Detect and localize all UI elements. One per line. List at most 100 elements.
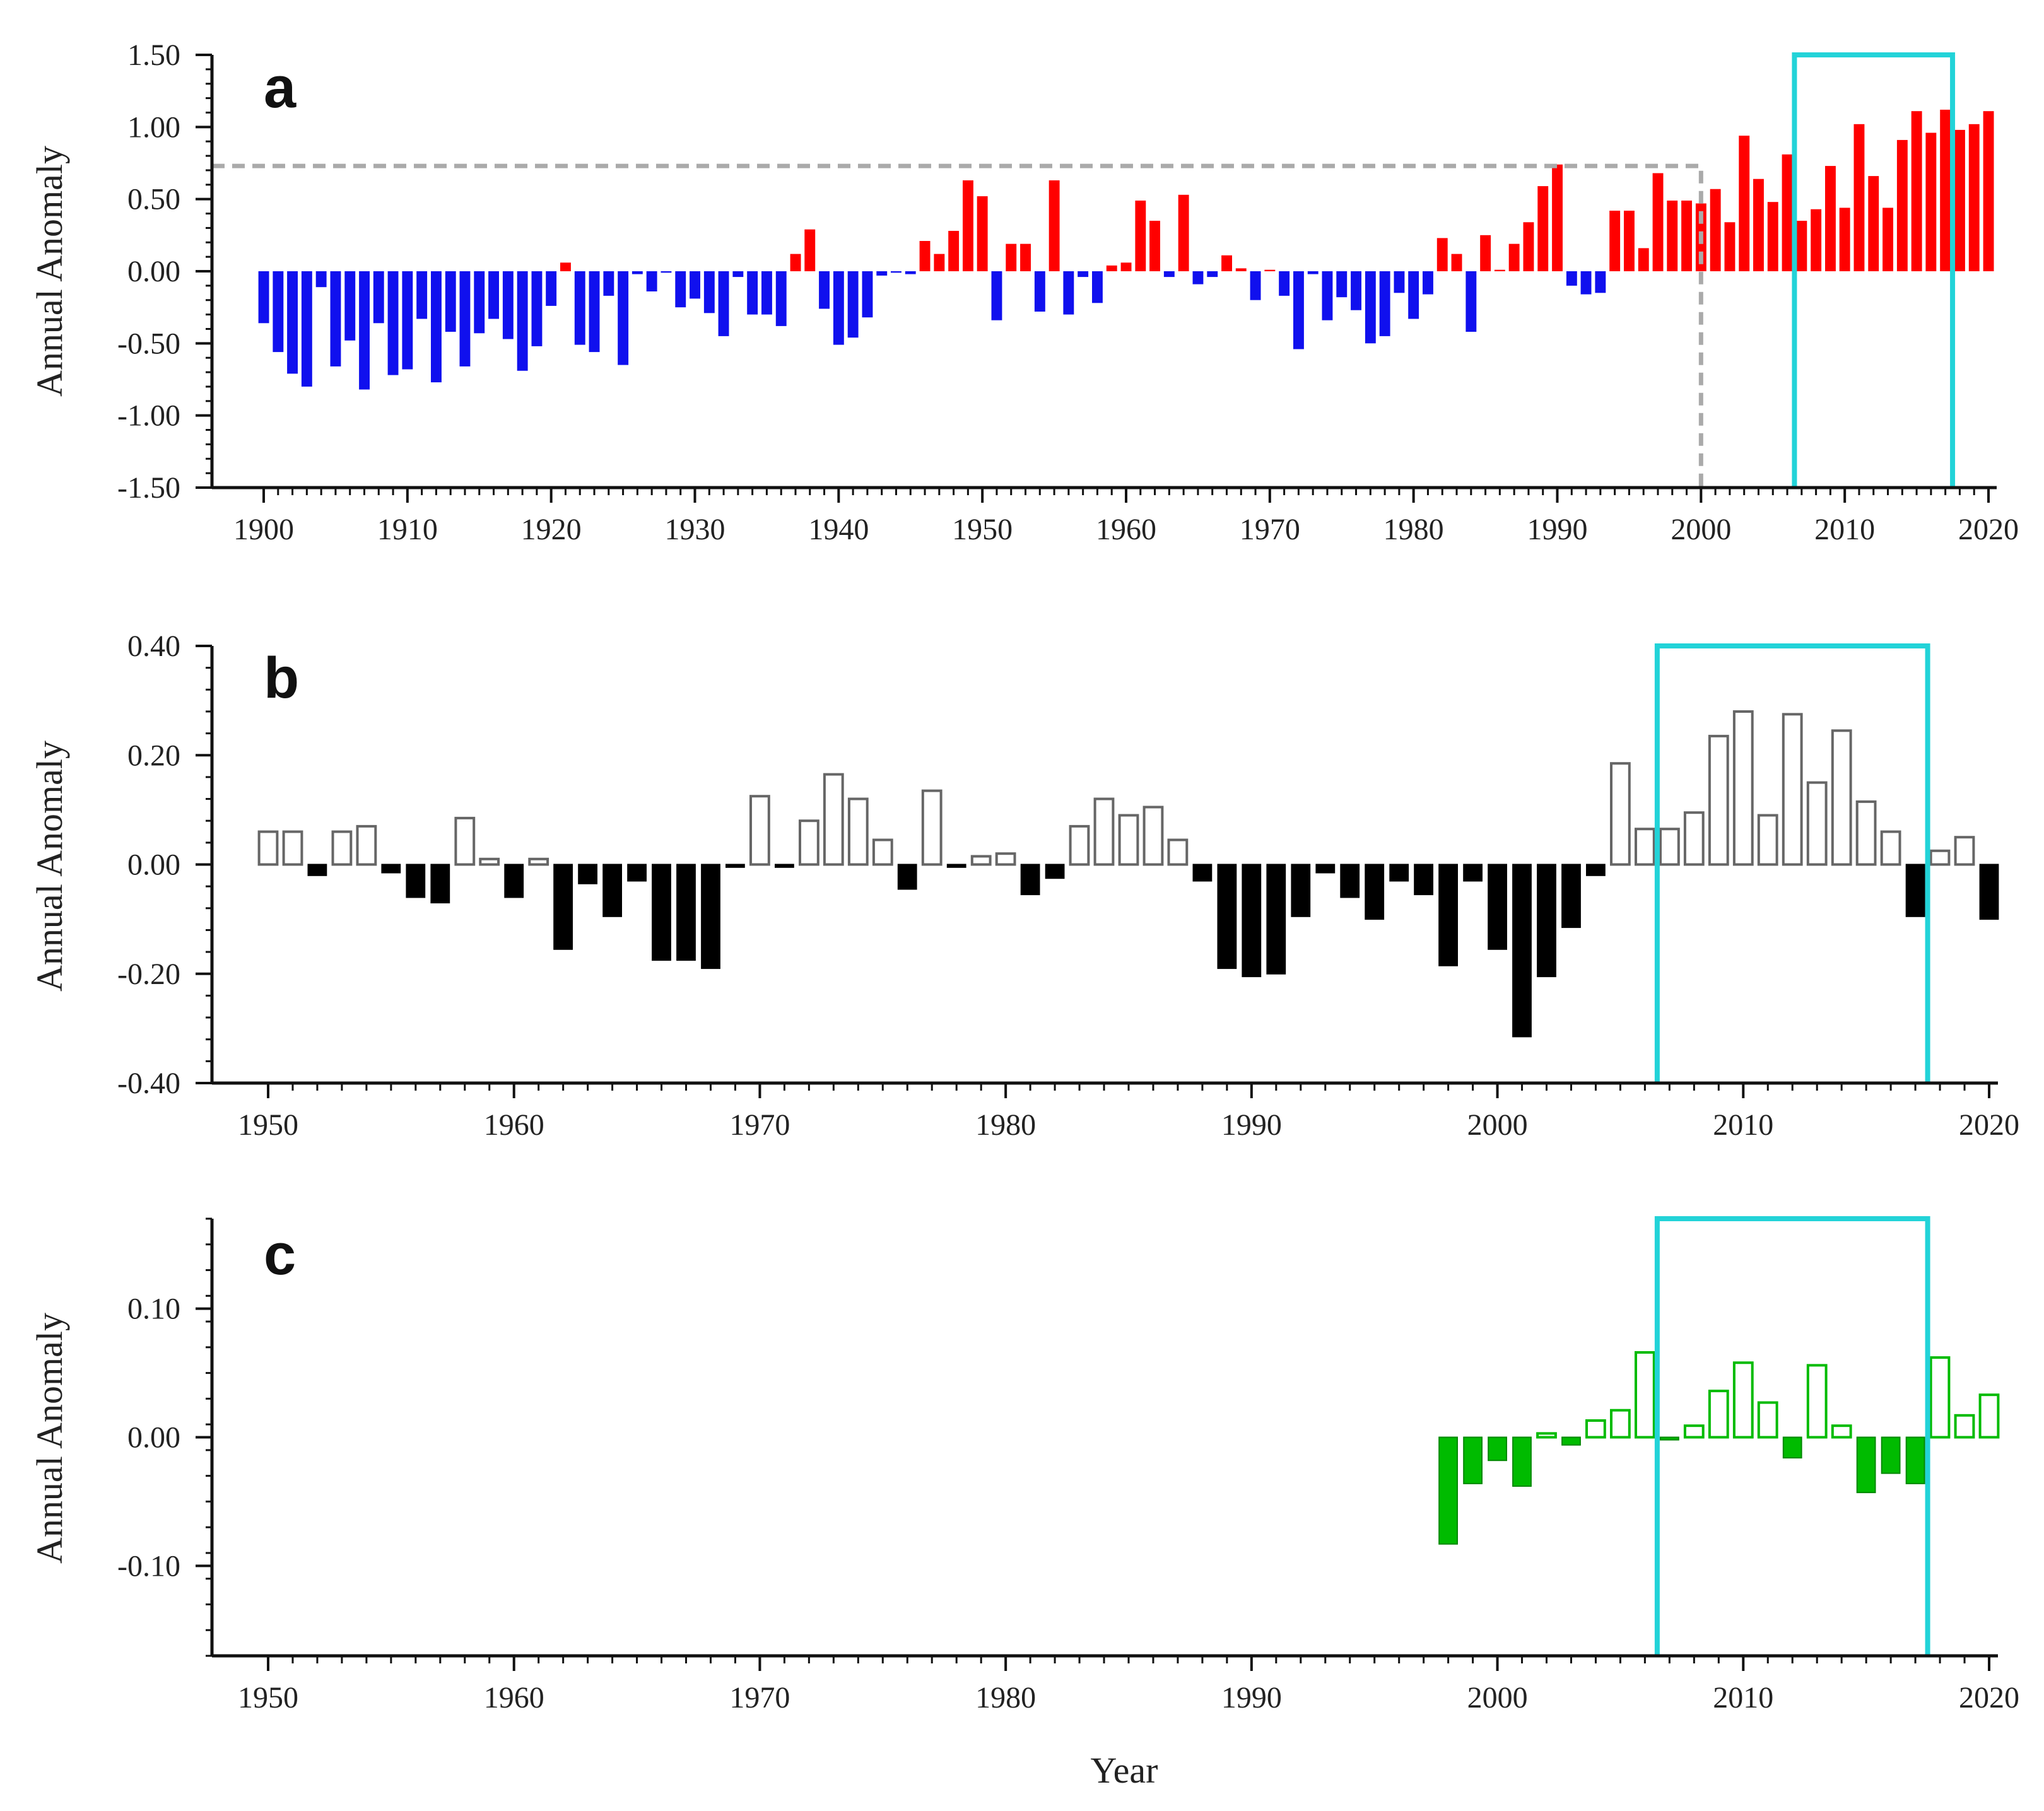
panel-a-bar-1978: [1379, 271, 1390, 336]
panel-c-plot-area: -0.10 0.00 0.10 1950 1960 1970 1980 1990 2000 201…: [117, 1216, 2019, 1714]
panel-a-bar-1992: [1580, 271, 1592, 295]
panel-a-bar-1943: [876, 271, 888, 276]
panel-a-bar-1904: [315, 271, 327, 288]
panel-a-bar-1916: [488, 271, 499, 319]
panel-a-bar-2003: [1739, 136, 1750, 271]
panel-a-bar-2013: [1882, 208, 1893, 271]
panel-a-chart: a -1.50 -1.00 -0.50 0.00 0.50 1.00 1.50 1900 191…: [29, 38, 2019, 546]
panel-a-bar-1990: [1552, 164, 1563, 271]
panel-a-bar-1923: [589, 271, 600, 353]
panel-a-bar-1982: [1436, 238, 1448, 271]
panel-a-bar-1954: [1034, 271, 1045, 312]
panel-b-bar-1991: [1266, 864, 1286, 975]
panel-a-bar-1922: [574, 271, 585, 345]
panel-c-bar-2007: [1660, 1436, 1679, 1441]
panel-a-bar-1932: [718, 271, 729, 336]
panel-c-bar-2018: [1929, 1356, 1951, 1439]
panel-b-bar-2010: [1732, 710, 1754, 866]
panel-a-bar-1942: [862, 271, 873, 318]
panel-a-bar-1945: [905, 271, 916, 274]
panel-c-letter: c: [264, 1222, 296, 1287]
panel-a-bar-1907: [359, 271, 370, 390]
panel-b-y-tick-label: 0.40: [127, 630, 180, 663]
panel-b-bar-2000: [1488, 864, 1507, 950]
panel-b-bar-1956: [406, 864, 426, 898]
panel-a-x-tick-label: 1960: [1096, 513, 1156, 546]
panel-c-bar-2002: [1536, 1432, 1557, 1439]
panel-c-bar-2010: [1732, 1361, 1754, 1439]
panel-c-y-tick-label: 0.10: [127, 1292, 180, 1326]
panel-a-bar-1956: [1063, 271, 1074, 315]
panel-a-bar-2006: [1782, 154, 1793, 271]
panel-a-bar-1939: [819, 271, 830, 309]
panel-a-bar-1903: [301, 271, 312, 387]
panel-a-bar-1947: [934, 254, 945, 271]
panel-b-bar-1994: [1340, 864, 1360, 898]
panel-a-bar-1967: [1221, 255, 1232, 271]
panel-a-bar-1996: [1638, 248, 1649, 271]
panel-b-bar-2009: [1708, 734, 1729, 866]
panel-b-y-axis-title: Annual Anomaly: [29, 741, 70, 992]
panel-b-bar-1973: [823, 773, 844, 866]
panel-a-bar-1902: [287, 271, 298, 374]
panel-c-x-tick-label: 1980: [975, 1681, 1036, 1714]
panel-a-x-tick-label: 1900: [233, 513, 294, 546]
panel-c-bar-2011: [1757, 1401, 1778, 1439]
panel-b-bar-2004: [1586, 864, 1606, 876]
panel-b-bar-2014: [1831, 729, 1852, 866]
panel-a-bar-1941: [847, 271, 859, 338]
panel-a-bar-2017: [1940, 109, 1951, 271]
panel-b-bar-1996: [1389, 864, 1409, 882]
panel-b-x-tick-label: 2020: [1959, 1108, 2019, 1142]
panel-a-bar-1928: [661, 271, 672, 273]
panel-a-bar-1955: [1048, 180, 1060, 271]
panel-a-y-tick-label: 0.50: [127, 183, 180, 216]
panel-a-reference-dashed-line: [212, 163, 1703, 488]
panel-a-bar-1962: [1149, 221, 1160, 271]
panel-c-highlight-bracket: [1654, 1216, 1930, 1656]
panel-a-x-tick-label: 2000: [1671, 513, 1731, 546]
panel-a-bar-1987: [1508, 243, 1520, 271]
panel-b-x-tick-label: 1960: [484, 1108, 544, 1142]
panel-c-x-tick-label: 1950: [238, 1681, 298, 1714]
panel-a-bar-1970: [1264, 269, 1276, 271]
panel-a-bar-2011: [1853, 124, 1865, 271]
panel-a-bar-1924: [603, 271, 614, 296]
panel-a-bar-1988: [1523, 222, 1534, 271]
panel-a-bar-1938: [804, 229, 816, 271]
panel-a-bar-1994: [1609, 211, 1621, 271]
panel-b-bar-1975: [872, 838, 893, 866]
panel-a-bar-1998: [1667, 201, 1678, 271]
panel-b-bar-2017: [1905, 864, 1925, 917]
panel-a-bar-2020: [1983, 111, 1994, 271]
panel-b-bar-2015: [1855, 800, 1877, 866]
panel-a-bar-1910: [402, 271, 413, 370]
panel-a-bar-1989: [1537, 186, 1549, 271]
panel-c-bar-2005: [1610, 1409, 1631, 1439]
panel-a-bar-1918: [517, 271, 528, 371]
panel-c-y-tick-label: 0.00: [127, 1421, 180, 1455]
panel-a-bar-1926: [631, 271, 643, 274]
panel-a-bar-1961: [1135, 201, 1146, 271]
panel-b-bar-1974: [847, 797, 869, 866]
panel-a-bar-2019: [1968, 124, 1980, 271]
panel-b-bar-1963: [578, 864, 598, 884]
panel-a-bar-1963: [1163, 271, 1175, 278]
panel-b-bar-1980: [995, 852, 1016, 866]
panel-a-bar-1976: [1351, 271, 1361, 310]
panel-a-bar-1931: [703, 271, 715, 314]
panel-a-bar-1997: [1652, 173, 1664, 271]
panel-a-plot-area: -1.50 -1.00 -0.50 0.00 0.50 1.00 1.50 1900 1910 1…: [117, 38, 2019, 546]
panel-a-bar-1936: [775, 271, 787, 326]
panel-b-bar-1992: [1291, 864, 1311, 917]
panel-a-bar-2018: [1954, 129, 1965, 271]
panel-c-x-tick-label: 2020: [1959, 1681, 2019, 1714]
panel-b-bar-1955: [381, 864, 401, 874]
panel-b-x-tick-label: 1990: [1221, 1108, 1282, 1142]
panel-a-bar-1986: [1494, 269, 1505, 271]
panel-a-bar-1972: [1293, 271, 1304, 349]
panel-b-chart: b -0.40 -0.20 0.00 0.20 0.40 1950 1960 1970 1980…: [29, 630, 2019, 1142]
panel-b-bar-1962: [553, 864, 573, 950]
panel-c-bar-2009: [1708, 1390, 1729, 1439]
panel-b-bar-2012: [1782, 713, 1803, 866]
